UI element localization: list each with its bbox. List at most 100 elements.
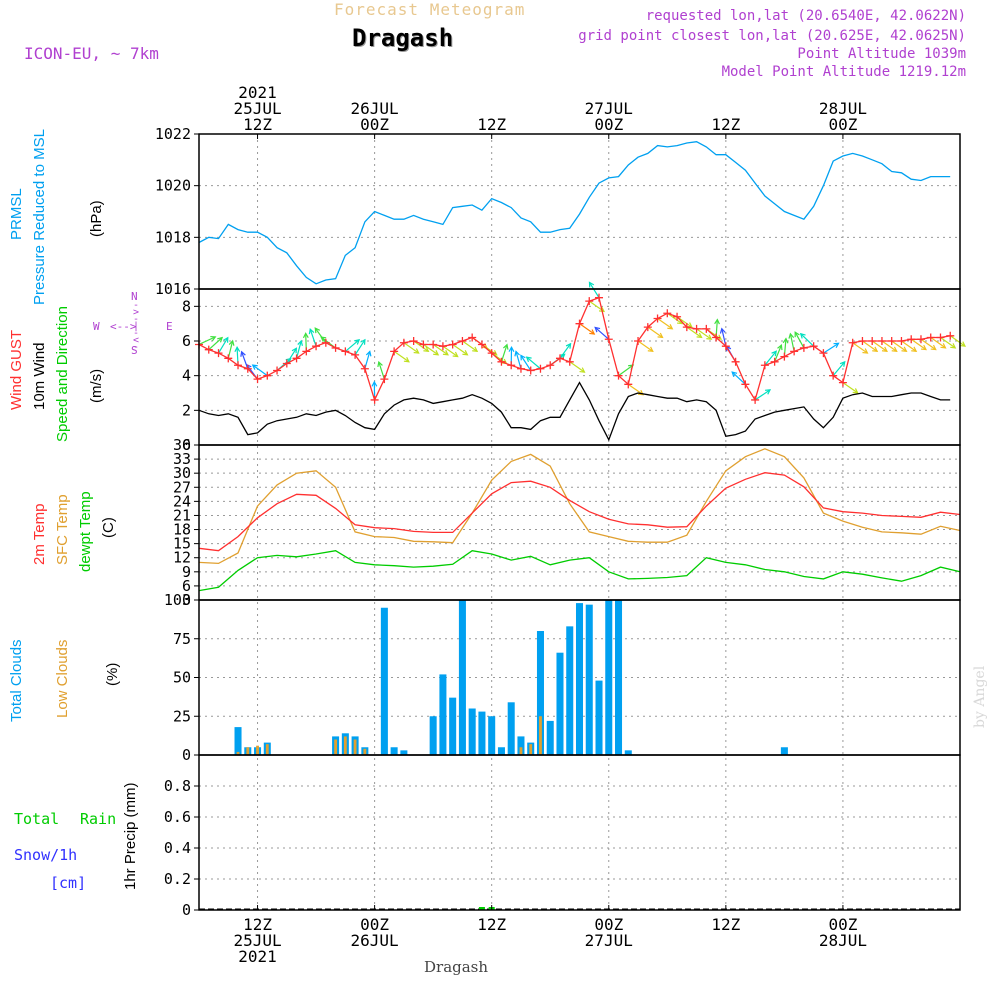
wind-direction-arrow (832, 361, 846, 377)
total-rain-label-rain: Rain (80, 810, 117, 828)
wind-gust-marker (312, 342, 321, 351)
wind-gust-marker (897, 337, 906, 345)
bottom-time-label: 26JUL (351, 931, 399, 950)
top-time-label: 25JUL (233, 99, 281, 118)
wind-arrow-head (228, 339, 235, 346)
model-label: ICON-EU, ~ 7km (24, 44, 159, 63)
temp-tick-label: 12 (173, 549, 191, 567)
total-cloud-bar (624, 750, 632, 755)
wind-arrow-head (950, 343, 957, 349)
wind-direction-arrow (754, 389, 771, 401)
wind-gust-marker (438, 342, 447, 351)
wind-arrow-head (525, 356, 532, 363)
top-time-label: 27JUL (585, 99, 633, 118)
wind-gust-marker (819, 349, 828, 358)
wind-unit: (m/s) (88, 368, 105, 403)
low-cloud-bar (246, 747, 250, 755)
wind-direction-arrow (891, 340, 907, 352)
wind-gust-marker (555, 354, 564, 363)
wind-gust-marker (360, 364, 369, 373)
wind-arrow-head (559, 353, 566, 360)
wind-direction-arrow (881, 340, 898, 352)
wind-gust-marker (790, 347, 799, 356)
wind-arrow-head (520, 354, 526, 361)
total-rain-label-total: Total (14, 810, 60, 828)
wind-gust-marker (926, 333, 935, 342)
total-cloud-bar (546, 720, 554, 755)
wind-direction-arrow (794, 331, 805, 349)
wind-arrow-head (714, 318, 720, 325)
wind-gust-label: Wind GUST (8, 329, 25, 410)
wind-direction-arrow (800, 333, 815, 347)
wind-direction-arrow (432, 343, 449, 356)
wind-speed-dir-label: Speed and Direction (54, 306, 71, 442)
total-cloud-bar (615, 600, 623, 755)
wind-arrow-head (637, 389, 645, 396)
wind-gust-marker (829, 371, 838, 380)
wind-direction-arrow (731, 371, 746, 385)
wind-direction-arrow (526, 356, 541, 370)
pressure-label-msl: Pressure Reduced to MSL (31, 129, 48, 305)
wind-gust-marker (848, 338, 857, 347)
total-cloud-bar (517, 736, 525, 755)
wind-arrow-head (657, 332, 664, 339)
wind-gust-marker (390, 347, 399, 356)
bottom-time-label: 27JUL (585, 931, 633, 950)
wind-gust-marker (253, 375, 262, 384)
total-clouds-label: Total Clouds (8, 639, 25, 722)
wind-arrow-head (647, 346, 654, 353)
wind-arrow-head (314, 327, 321, 334)
wind-direction-arrow (842, 382, 859, 394)
wind-gust-marker (585, 297, 594, 306)
top-time-label: 00Z (828, 115, 857, 134)
wind-arrow-head (696, 332, 703, 339)
clouds-tick-label: 75 (173, 630, 191, 648)
pressure-unit: (hPa) (88, 200, 105, 237)
wind-arrow-head (579, 367, 586, 373)
low-cloud-bar (334, 739, 337, 755)
wind-arrow-head (852, 388, 859, 394)
wind-gust-marker (760, 361, 769, 370)
wind-arrow-head (291, 347, 298, 354)
total-cloud-bar (449, 697, 457, 755)
wind-direction-arrow (227, 340, 234, 359)
clouds-tick-label: 100 (164, 591, 191, 609)
wind-arrow-head (901, 346, 908, 353)
wind-arrow-head (731, 371, 738, 377)
clouds-tick-label: 50 (173, 669, 191, 687)
rain-bar (478, 907, 485, 910)
precip-tick-label: 0 (182, 901, 191, 919)
wind-arrow-head (765, 389, 772, 395)
top-time-label: 28JUL (819, 99, 867, 118)
dewpt-temp-line (198, 550, 961, 592)
wind-arrow-head (360, 338, 366, 345)
temp-tick-label: 24 (173, 492, 191, 510)
wind-gust-marker (351, 350, 360, 359)
low-cloud-bar (343, 736, 347, 755)
wind-gust-marker (477, 340, 486, 349)
wind-arrow-head (508, 346, 515, 352)
t2m-temp-line (198, 472, 961, 552)
pressure-label-prmsl: PRMSL (8, 188, 25, 240)
wind-direction-arrow (774, 344, 782, 363)
top-time-label: 12Z (477, 115, 506, 134)
wind-gust-marker (858, 337, 867, 345)
precip-tick-label: 0.8 (164, 777, 191, 795)
low-cloud-bar (256, 745, 259, 755)
wind-gust-marker (682, 323, 691, 332)
wind-arrow-head (589, 329, 596, 335)
wind-arrow-head (920, 344, 927, 351)
sfc-temp-line (198, 448, 961, 565)
wind-direction-arrow (520, 355, 532, 371)
wind-gust-marker (419, 340, 428, 349)
wind-gust-marker (614, 371, 623, 380)
wind-direction-arrow (686, 326, 702, 338)
temp-tick-label: 18 (173, 521, 191, 539)
wind-gust-marker (224, 354, 233, 363)
wind-arrow-head (354, 339, 361, 345)
wind-arrow-head (452, 351, 459, 358)
wind-speed-line (198, 381, 951, 442)
wind-arrow-head (442, 350, 449, 356)
compass-east: E (166, 320, 173, 333)
temp-tick-label: 33 (173, 450, 191, 468)
